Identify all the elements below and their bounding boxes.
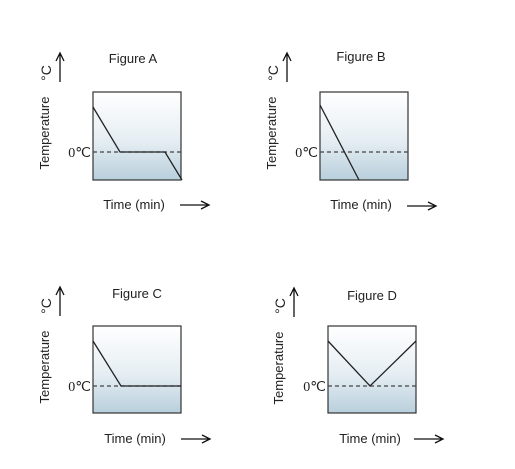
y-arrow-icon [282,51,292,82]
x-axis-label: Time (min) [339,431,401,446]
y-label-text: Temperature [264,97,279,170]
panel-title: Figure A [109,51,158,66]
water-fill [320,92,408,180]
y-unit-label: °C [38,65,54,81]
y-axis-label: Temperature [37,97,52,170]
y-label-text: Temperature [37,97,52,170]
water-fill [328,326,416,413]
zero-label: 0℃ [295,146,318,161]
panel-figure-a: Figure A Temperature °C 0℃ Time (min) [37,51,211,212]
y-unit-label: °C [265,65,281,81]
x-arrow-icon [180,200,211,210]
panel-title: Figure D [347,288,397,303]
x-axis-label: Time (min) [103,197,165,212]
temperature-curve [319,104,360,181]
panel-figure-d: Figure D Temperature °C 0℃ Time (min) [271,286,445,446]
x-arrow-icon [181,434,212,444]
panel-title: Figure B [336,49,385,64]
y-arrow-icon [289,286,299,317]
plot-frame [92,91,182,181]
y-unit-label: °C [272,298,288,314]
x-arrow-icon [407,201,438,211]
temperature-curve [327,340,417,387]
y-arrow-icon [55,285,65,316]
y-unit-text: °C [38,298,54,314]
plot-frame [327,325,417,414]
temperature-curve [92,106,183,181]
y-axis-label: Temperature [37,331,52,404]
y-axis-label: Temperature [264,97,279,170]
y-arrow-icon [55,51,65,82]
y-axis-label: Temperature [271,332,286,405]
plot-frame [92,325,182,414]
y-unit-text: °C [272,298,288,314]
y-unit-text: °C [38,65,54,81]
zero-label: 0℃ [68,380,91,395]
zero-label: 0℃ [68,146,91,161]
zero-label: 0℃ [303,380,326,395]
x-axis-label: Time (min) [104,431,166,446]
y-unit-text: °C [265,65,281,81]
water-fill [93,326,181,413]
y-unit-label: °C [38,298,54,314]
y-label-text: Temperature [37,331,52,404]
y-label-text: Temperature [271,332,286,405]
temperature-curve [92,340,181,387]
panel-title: Figure C [112,286,162,301]
panel-figure-c: Figure C Temperature °C 0℃ Time (min) [37,285,212,446]
x-arrow-icon [414,434,445,444]
panel-figure-b: Figure B Temperature °C 0℃ Time (min) [264,49,438,212]
x-axis-label: Time (min) [330,197,392,212]
water-fill [93,92,181,180]
plot-frame [319,91,409,181]
